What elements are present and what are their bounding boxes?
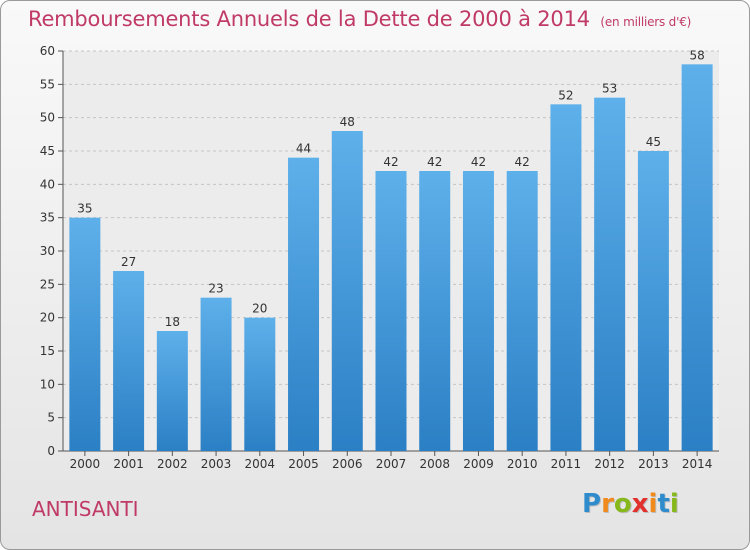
y-tick-label: 20 — [40, 311, 55, 325]
x-tick-label: 2012 — [594, 457, 625, 471]
bar — [506, 171, 538, 451]
x-tick-label: 2009 — [463, 457, 494, 471]
x-tick-label: 2005 — [288, 457, 319, 471]
bar — [594, 97, 626, 452]
bar-value-label: 42 — [515, 155, 530, 169]
bar-value-label: 45 — [646, 135, 661, 149]
bar — [637, 151, 669, 451]
y-tick-label: 55 — [40, 77, 55, 91]
y-tick-label: 45 — [40, 144, 55, 158]
x-tick-label: 2006 — [332, 457, 363, 471]
y-tick-label: 0 — [47, 444, 55, 458]
bar — [419, 171, 451, 451]
x-tick-label: 2001 — [113, 457, 144, 471]
x-tick-label: 2007 — [376, 457, 407, 471]
bar-value-label: 42 — [383, 155, 398, 169]
x-tick-label: 2008 — [419, 457, 450, 471]
x-tick-label: 2014 — [682, 457, 713, 471]
logo-letter: r — [601, 489, 614, 519]
x-tick-label: 2002 — [157, 457, 188, 471]
y-tick-label: 40 — [40, 177, 55, 191]
x-tick-label: 2013 — [638, 457, 669, 471]
x-tick-label: 2000 — [70, 457, 101, 471]
bar — [331, 131, 363, 451]
bar-value-label: 42 — [471, 155, 486, 169]
bar — [200, 297, 232, 451]
x-tick-label: 2011 — [551, 457, 582, 471]
logo-letter: P — [582, 489, 602, 519]
logo-letter: i — [648, 489, 658, 519]
bar-value-label: 52 — [558, 88, 573, 102]
chart-title: Remboursements Annuels de la Dette de 20… — [28, 7, 691, 31]
logo-letter: x — [631, 489, 649, 519]
y-tick-label: 25 — [40, 277, 55, 291]
x-tick-label: 2003 — [201, 457, 232, 471]
x-tick-label: 2010 — [507, 457, 538, 471]
bar — [156, 331, 188, 451]
chart-title-main: Remboursements Annuels de la Dette de 20… — [28, 7, 590, 31]
place-name: ANTISANTI — [32, 497, 139, 521]
proxiti-logo: Proxiti — [582, 489, 679, 519]
y-tick-label: 30 — [40, 244, 55, 258]
bar — [288, 157, 320, 451]
y-tick-label: 35 — [40, 211, 55, 225]
bar-value-label: 20 — [252, 302, 267, 316]
bar-value-label: 42 — [427, 155, 442, 169]
y-tick-label: 60 — [40, 44, 55, 58]
logo-letter: i — [669, 489, 679, 519]
bar — [69, 217, 101, 451]
bar — [550, 104, 582, 451]
logo-letter: o — [613, 489, 632, 519]
bar — [462, 171, 494, 451]
y-tick-label: 10 — [40, 377, 55, 391]
bar-value-label: 48 — [340, 115, 355, 129]
bar — [681, 64, 713, 452]
logo-letter: t — [657, 489, 670, 519]
bar — [113, 271, 145, 451]
y-tick-label: 15 — [40, 344, 55, 358]
bar — [375, 171, 407, 451]
bar-value-label: 23 — [208, 282, 223, 296]
bar-value-label: 18 — [165, 315, 180, 329]
bar-value-label: 53 — [602, 82, 617, 96]
bar-value-label: 35 — [77, 202, 92, 216]
chart-title-unit: (en milliers d'€) — [600, 15, 692, 29]
bar — [244, 317, 276, 451]
y-tick-label: 5 — [47, 411, 55, 425]
y-tick-label: 50 — [40, 111, 55, 125]
bar-value-label: 27 — [121, 255, 136, 269]
bar-value-label: 58 — [689, 48, 704, 62]
x-tick-label: 2004 — [245, 457, 276, 471]
bar-value-label: 44 — [296, 142, 311, 156]
